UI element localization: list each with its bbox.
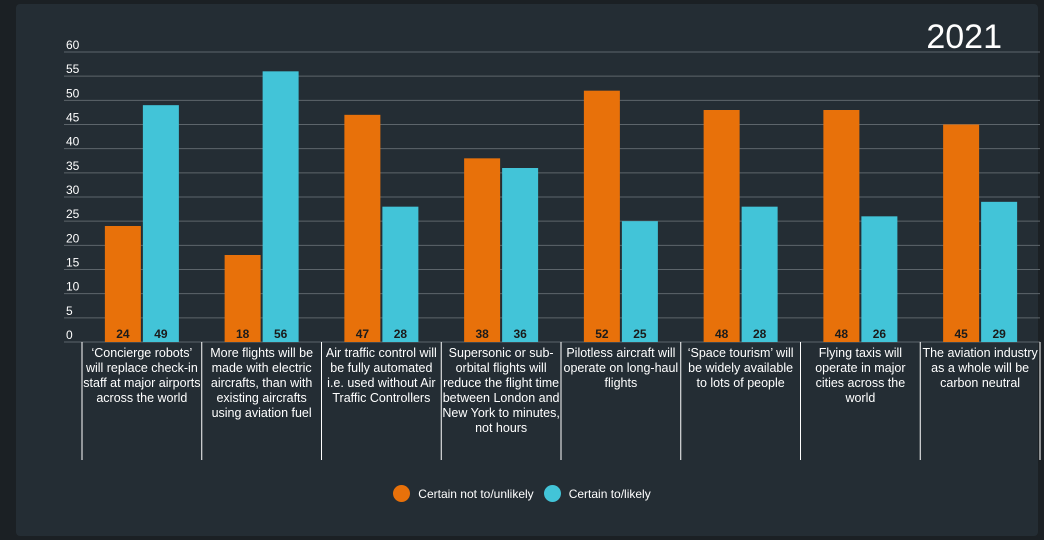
data-label: 24 bbox=[116, 327, 130, 341]
y-tick-label: 55 bbox=[66, 62, 80, 76]
legend-swatch-unlikely bbox=[393, 485, 411, 502]
legend-item-unlikely[interactable]: Certain not to/unlikely bbox=[393, 485, 534, 502]
legend: Certain not to/unlikely Certain to/likel… bbox=[0, 485, 1044, 502]
bar bbox=[583, 90, 620, 343]
data-label: 45 bbox=[954, 327, 968, 341]
x-tick-label: ‘Space tourism’ will be widely available… bbox=[687, 346, 794, 390]
bar bbox=[621, 221, 658, 342]
x-tick-label: ‘Concierge robots’ will replace check-in… bbox=[83, 346, 201, 405]
data-label: 47 bbox=[356, 327, 370, 341]
data-label: 28 bbox=[753, 327, 767, 341]
y-tick-label: 30 bbox=[66, 183, 80, 197]
bar bbox=[224, 255, 261, 342]
x-tick-label: Air traffic control will be fully automa… bbox=[325, 346, 437, 405]
data-label: 48 bbox=[715, 327, 729, 341]
data-label: 18 bbox=[236, 327, 250, 341]
bar bbox=[943, 124, 980, 342]
bar bbox=[861, 216, 898, 342]
y-tick-label: 5 bbox=[66, 304, 73, 318]
y-tick-label: 15 bbox=[66, 256, 80, 270]
data-label: 49 bbox=[154, 327, 168, 341]
x-tick-label: Supersonic or sub-orbital flights will r… bbox=[442, 346, 560, 435]
bar bbox=[344, 114, 381, 342]
bar bbox=[741, 206, 778, 342]
x-tick-label: More flights will be made with electric … bbox=[210, 346, 314, 420]
legend-swatch-likely bbox=[543, 485, 561, 502]
y-tick-label: 35 bbox=[66, 159, 80, 173]
y-tick-label: 45 bbox=[66, 111, 80, 125]
legend-label-unlikely: Certain not to/unlikely bbox=[418, 486, 534, 501]
y-tick-label: 25 bbox=[66, 207, 80, 221]
data-label: 25 bbox=[633, 327, 647, 341]
bar bbox=[142, 105, 179, 343]
x-tick-label: Flying taxis will operate in major citie… bbox=[815, 346, 906, 405]
data-label: 56 bbox=[274, 327, 288, 341]
y-tick-label: 0 bbox=[66, 328, 73, 342]
chart-title: 2021 bbox=[926, 18, 1002, 56]
data-label: 36 bbox=[513, 327, 527, 341]
data-label: 26 bbox=[873, 327, 887, 341]
x-tick-label: Pilotless aircraft will operate on long-… bbox=[563, 346, 679, 390]
bar bbox=[104, 226, 141, 342]
data-label: 48 bbox=[835, 327, 849, 341]
data-label: 52 bbox=[595, 327, 609, 341]
y-tick-label: 40 bbox=[66, 135, 80, 149]
y-tick-label: 50 bbox=[66, 86, 80, 100]
bar bbox=[981, 201, 1018, 342]
x-tick-label: The aviation industry as a whole will be… bbox=[922, 346, 1038, 390]
y-tick-label: 10 bbox=[66, 280, 80, 294]
y-tick-label: 60 bbox=[66, 38, 80, 52]
bar bbox=[703, 110, 740, 342]
legend-item-likely[interactable]: Certain to/likely bbox=[543, 485, 651, 502]
bar bbox=[823, 110, 860, 342]
legend-label-likely: Certain to/likely bbox=[568, 486, 651, 501]
y-tick-label: 20 bbox=[66, 231, 80, 245]
bar bbox=[502, 168, 539, 342]
bar bbox=[262, 71, 299, 342]
bar bbox=[382, 206, 419, 342]
data-label: 28 bbox=[394, 327, 408, 341]
bar bbox=[464, 158, 501, 342]
data-label: 29 bbox=[992, 327, 1006, 341]
data-label: 38 bbox=[475, 327, 489, 341]
